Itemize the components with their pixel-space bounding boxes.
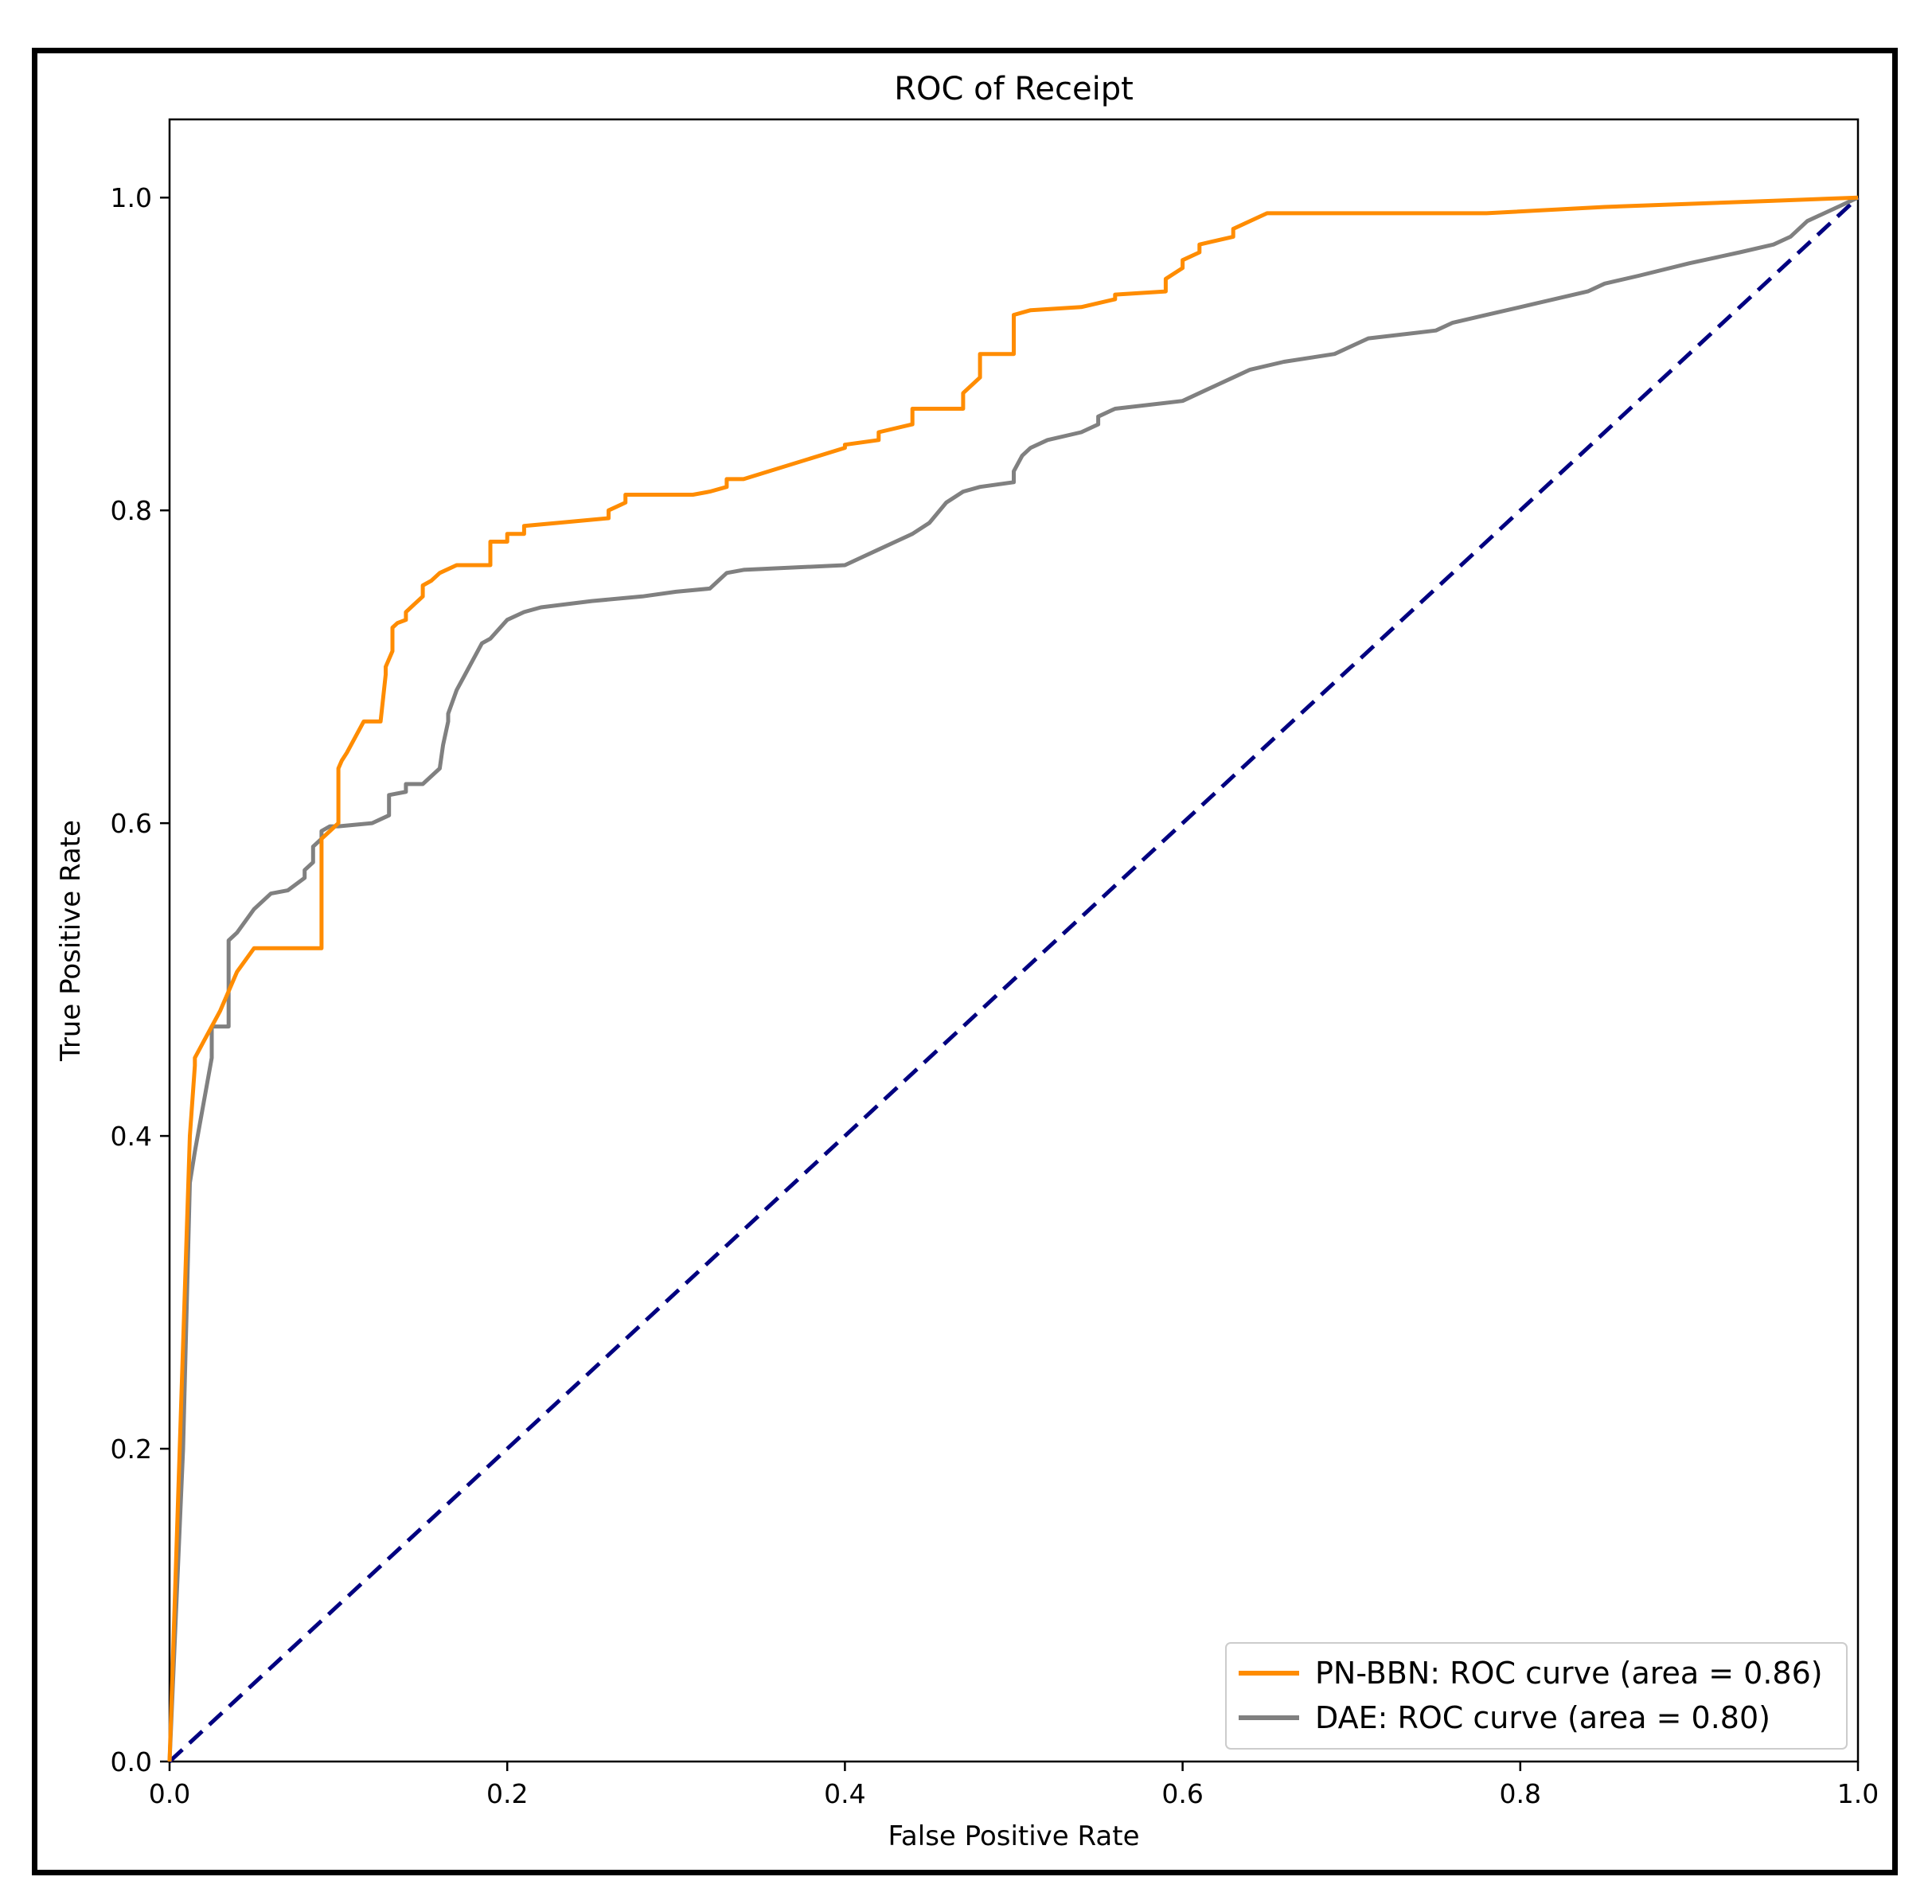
chart-title: ROC of Receipt xyxy=(894,71,1134,107)
plot-area xyxy=(167,195,1860,1763)
chance-diagonal-line xyxy=(168,196,1860,1763)
x-tick-label: 1.0 xyxy=(1837,1778,1879,1809)
y-tick-label: 1.0 xyxy=(111,182,152,213)
y-tick-label: 0.6 xyxy=(111,808,152,839)
legend-label: PN-BBN: ROC curve (area = 0.86) xyxy=(1315,1656,1823,1691)
y-axis-label: True Positive Rate xyxy=(55,820,87,1062)
y-tick-label: 0.2 xyxy=(111,1434,152,1465)
y-tick-label: 0.0 xyxy=(111,1746,152,1777)
legend: PN-BBN: ROC curve (area = 0.86) DAE: ROC … xyxy=(1225,1642,1848,1750)
series-line-pn-bbn xyxy=(167,195,1859,1762)
x-tick-label: 0.2 xyxy=(486,1778,528,1809)
legend-label: DAE: ROC curve (area = 0.80) xyxy=(1315,1700,1770,1735)
legend-box xyxy=(1225,1642,1848,1750)
series-line-dae xyxy=(167,195,1860,1762)
x-tick-label: 0.8 xyxy=(1500,1778,1541,1809)
axes-box xyxy=(168,118,1860,1763)
figure-frame xyxy=(32,48,1898,1875)
x-axis-label: False Positive Rate xyxy=(888,1820,1140,1852)
x-tick-label: 0.6 xyxy=(1161,1778,1203,1809)
axes: 0.0 0.2 0.4 0.6 0.8 1.0 0.0 0.2 0.4 0.6 0.8 1.0 xyxy=(111,118,1879,1809)
y-tick-label: 0.8 xyxy=(111,495,152,526)
x-tick-label: 0.0 xyxy=(149,1778,190,1809)
x-tick-label: 0.4 xyxy=(824,1778,865,1809)
y-tick-label: 0.4 xyxy=(111,1121,152,1152)
